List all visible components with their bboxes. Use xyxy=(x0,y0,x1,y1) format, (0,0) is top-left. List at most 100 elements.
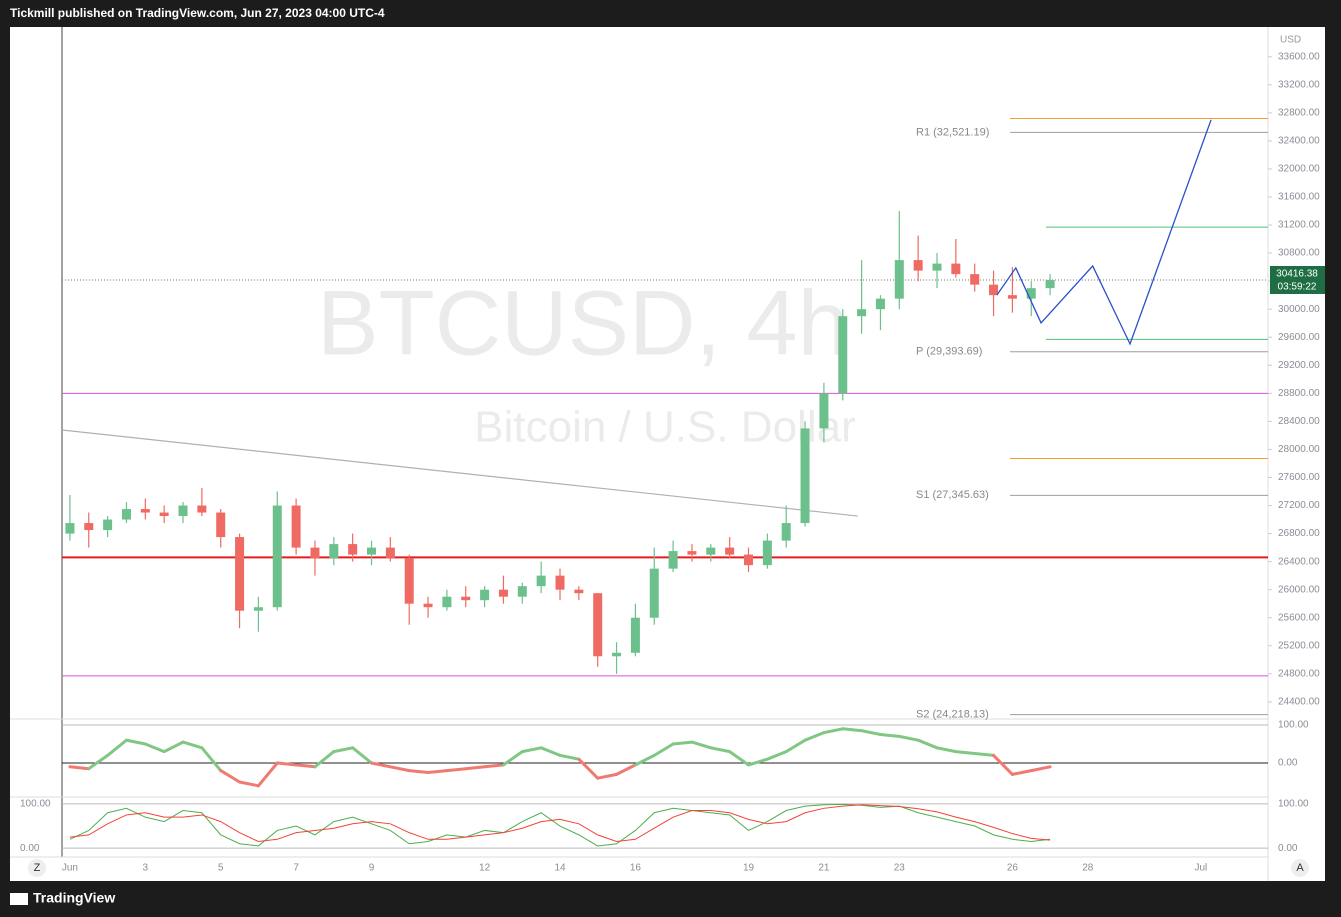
oscillator-segment xyxy=(200,746,223,773)
oscillator-segment xyxy=(954,750,977,755)
projection-path xyxy=(996,119,1212,346)
y-tick-label: 0.00 xyxy=(1278,758,1298,769)
oscillator-segment xyxy=(520,746,543,754)
oscillator-segment xyxy=(483,763,505,769)
oscillator-segment xyxy=(87,753,110,771)
y-tick-label: 24400.00 xyxy=(1278,697,1320,708)
candle-body xyxy=(272,505,282,608)
oscillator-segment xyxy=(256,761,279,788)
y-tick-label: 27600.00 xyxy=(1278,472,1320,483)
y-tick-label: 100.00 xyxy=(1278,720,1309,731)
x-tick-label: 7 xyxy=(293,863,299,874)
y-tick-label: 30800.00 xyxy=(1278,248,1320,259)
candle-body xyxy=(140,509,150,513)
x-tick-label: 23 xyxy=(894,863,906,874)
candle-body xyxy=(442,596,452,608)
chart-frame xyxy=(10,27,1325,881)
y-tick-label: 29600.00 xyxy=(1278,332,1320,343)
x-tick-label: 12 xyxy=(479,863,491,874)
y-tick-label: 28400.00 xyxy=(1278,416,1320,427)
candle-body xyxy=(970,274,980,285)
y-tick-label: 31600.00 xyxy=(1278,192,1320,203)
oscillator-segment xyxy=(388,765,411,773)
oscillator-segment xyxy=(106,738,128,757)
candle-body xyxy=(1045,279,1055,289)
candle-body xyxy=(838,316,848,394)
candle-body xyxy=(159,512,169,517)
candle-body xyxy=(536,575,546,587)
y-tick-label: 27200.00 xyxy=(1278,500,1320,511)
candle-body xyxy=(630,617,640,653)
button-label[interactable]: Z xyxy=(34,862,41,874)
candle-body xyxy=(875,298,885,310)
oscillator-segment xyxy=(690,740,713,750)
x-tick-label: 28 xyxy=(1082,863,1094,874)
candle-body xyxy=(253,607,263,611)
oscillator-segment xyxy=(275,761,298,767)
y-tick-label: 29200.00 xyxy=(1278,360,1320,371)
candle-body xyxy=(84,523,94,531)
oscillator-segment xyxy=(671,740,694,746)
y-tick-label: 26000.00 xyxy=(1278,584,1320,595)
oscillator-segment xyxy=(709,746,732,754)
oscillator-segment xyxy=(332,746,355,754)
candle-body xyxy=(857,309,867,317)
logo xyxy=(10,893,28,905)
pivot-label: S2 (24,218.13) xyxy=(916,709,989,721)
candle-body xyxy=(310,547,320,559)
candle-body xyxy=(687,551,697,555)
pivot-label: R1 (32,521.19) xyxy=(916,126,989,138)
y-tick-label: 24800.00 xyxy=(1278,668,1320,679)
button-label[interactable]: A xyxy=(1296,862,1304,874)
oscillator-segment xyxy=(238,780,260,788)
oscillator-segment xyxy=(68,765,91,771)
x-tick-label: 19 xyxy=(743,863,755,874)
oscillator-segment xyxy=(558,753,581,761)
candle-body xyxy=(65,523,75,534)
candle-body xyxy=(329,544,339,559)
oscillator-segment xyxy=(897,734,920,742)
watermark: BTCUSD, 4h xyxy=(317,272,849,374)
last-price-label: 30416.38 xyxy=(1276,269,1318,280)
oscillator-segment xyxy=(181,740,204,750)
candle-body xyxy=(819,393,829,429)
oscillator-segment xyxy=(501,750,524,767)
button[interactable] xyxy=(1291,859,1309,877)
watermark-subtitle: Bitcoin / U.S. Dollar xyxy=(474,403,855,452)
y-tick-label: 100.00 xyxy=(1278,799,1309,810)
candle-body xyxy=(1007,295,1017,299)
oscillator-segment xyxy=(370,761,392,769)
publisher: Tickmill published on TradingView.com, J… xyxy=(10,6,385,20)
oscillator-segment xyxy=(219,769,242,784)
oscillator-segment xyxy=(784,738,807,754)
candle-body xyxy=(706,547,716,555)
oscillator-segment xyxy=(747,757,769,767)
oscillator-segment xyxy=(860,729,882,737)
pivot-label: S1 (27,345.63) xyxy=(916,489,989,501)
y-tick-label: 25600.00 xyxy=(1278,612,1320,623)
candle-body xyxy=(913,260,923,271)
oscillator-line xyxy=(69,804,1051,843)
candle-body xyxy=(348,544,358,555)
y-tick-label: 32000.00 xyxy=(1278,164,1320,175)
y-tick-label: 31200.00 xyxy=(1278,220,1320,231)
y-tick-label: 33600.00 xyxy=(1278,51,1320,62)
oscillator-segment xyxy=(728,750,751,767)
y-tick-label: 33200.00 xyxy=(1278,79,1320,90)
candle-body xyxy=(121,509,131,520)
oscillator-segment xyxy=(577,757,600,780)
candle-body xyxy=(498,589,508,597)
oscillator-segment xyxy=(878,733,901,738)
candle-body xyxy=(989,284,999,296)
candle-body xyxy=(649,568,659,618)
oscillator-segment xyxy=(1010,769,1033,776)
oscillator-segment xyxy=(841,727,864,733)
candle-body xyxy=(951,263,961,275)
button[interactable] xyxy=(28,859,46,877)
oscillator-segment xyxy=(351,746,374,765)
oscillator-segment xyxy=(445,767,468,773)
y-tick-label: 32400.00 xyxy=(1278,136,1320,147)
candle-body xyxy=(216,512,226,538)
